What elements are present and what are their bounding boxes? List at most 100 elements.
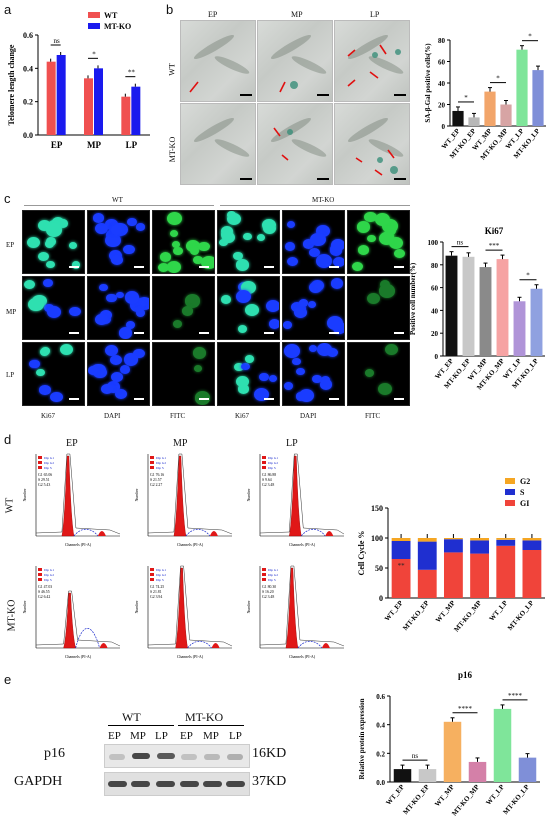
hist-y-label: Number: [22, 488, 27, 502]
hist-legend-swatch: [150, 461, 154, 464]
nucleus: [378, 383, 393, 396]
nucleus: [110, 254, 123, 265]
hist-value: G1 80.30: [262, 585, 276, 589]
fluor-tile-r2-c4: [217, 276, 280, 340]
y-tick-label: 20: [431, 330, 439, 338]
nucleus: [302, 239, 315, 249]
col-label-hist-ep: EP: [66, 438, 78, 449]
hist-legend-label: Dip G2: [156, 573, 166, 577]
scale-bar: [134, 398, 144, 400]
hist-legend-swatch: [38, 466, 42, 469]
hist-y-label: Number: [246, 600, 251, 614]
nucleus: [317, 343, 332, 357]
sig-label: ns: [412, 752, 419, 760]
bar-g2-wt-ep: [391, 538, 411, 541]
panel-label-e: e: [4, 672, 12, 687]
hist-grid: Dip G1 Dip G2 Dip S G1 65.06 S 29.51 G2 5.43 C…: [20, 450, 350, 665]
nucleus: [261, 218, 277, 231]
nucleus: [39, 385, 51, 396]
y-tick-label: 0.4: [23, 64, 33, 73]
col-label-ki67-1: Ki67: [41, 412, 55, 420]
y-axis-label: Cell Cycle %: [357, 531, 366, 576]
nucleus: [374, 212, 391, 227]
nucleus: [189, 247, 199, 256]
nucleus: [46, 223, 63, 237]
bar-gi-wt-ep: [391, 559, 411, 598]
nucleus: [193, 365, 202, 373]
bar-g2-wt-lp: [496, 538, 516, 540]
nucleus: [59, 343, 74, 356]
nucleus: [364, 369, 374, 377]
sig-label: *: [526, 272, 530, 280]
nucleus: [123, 244, 135, 255]
hist-legend-label: Dip G1: [268, 568, 278, 572]
nucleus: [133, 348, 145, 359]
nucleus: [44, 239, 55, 248]
nucleus: [219, 238, 228, 247]
row-label-ep: EP: [6, 241, 15, 249]
nucleus: [237, 384, 250, 394]
nucleus: [24, 280, 36, 290]
hist-legend-label: Dip S: [44, 578, 52, 582]
bar-wt-ep: [445, 255, 458, 356]
nucleus: [242, 232, 252, 241]
bar-wt-lp: [516, 49, 528, 126]
g1-peak: [289, 455, 302, 537]
nucleus: [37, 219, 51, 232]
y-axis-label: SA-β-Gal positive cells(%): [424, 43, 432, 123]
y-tick-label: 0.2: [376, 750, 385, 758]
col-label-hist-mp: MP: [173, 438, 188, 449]
band-p16-4: [181, 754, 197, 760]
nucleus: [393, 248, 406, 259]
nucleus: [298, 388, 315, 403]
band-p16-1: [109, 754, 125, 760]
lane-label-3: LP: [155, 730, 168, 742]
hist-value: G2 5.43: [38, 483, 50, 487]
legend-label-gi: GI: [520, 499, 529, 508]
bar-s-mt-ko-mp: [470, 540, 490, 554]
x-tick-label: WT_LP: [484, 783, 506, 807]
bar-mt-ko-lp: [518, 757, 537, 782]
panel-label-c: c: [4, 191, 11, 206]
y-tick-label: 60: [438, 59, 446, 67]
nucleus: [367, 235, 376, 243]
nucleus: [88, 366, 99, 376]
row-label-mp: MP: [6, 308, 17, 316]
hist-x-label: Channels (PI-A): [289, 654, 316, 659]
nucleus: [124, 353, 139, 366]
nucleus: [135, 309, 146, 318]
x-tick-label: EP: [51, 140, 63, 150]
g2-peak: [97, 531, 106, 536]
row-label-hist-wt: WT: [4, 497, 16, 514]
bar-mt-ko-mp: [496, 259, 509, 356]
nucleus: [166, 212, 182, 226]
nucleus: [226, 211, 236, 219]
nucleus: [316, 254, 332, 268]
group-label-wt: WT: [112, 196, 123, 204]
bar-mt-ko-mp: [500, 104, 512, 126]
nucleus: [235, 289, 251, 303]
nucleus: [110, 224, 123, 235]
nucleus: [169, 229, 179, 237]
sig-label: ****: [508, 692, 523, 700]
arrow-overlay: [189, 44, 406, 180]
bar-mp-wt: [84, 78, 93, 135]
hist-y-label: Number: [134, 488, 139, 502]
bar-gi-wt-mp: [443, 552, 463, 598]
nucleus: [186, 239, 201, 252]
y-tick-label: 50: [375, 564, 383, 573]
fluor-tile-r2-c2: [87, 276, 150, 340]
bar-gi-mt-ko-mp: [470, 553, 490, 598]
s-phase-curve: [187, 640, 212, 649]
chart-a: 0.0 0.2 0.4 0.6 Telomere length change EP ns MP…: [7, 11, 150, 150]
legend-swatch-g2: [505, 478, 515, 484]
y-axis-label: Positive cell number(%): [409, 262, 417, 335]
nucleus: [259, 372, 269, 381]
hist-x-label: Channels (PI-A): [65, 654, 92, 659]
y-axis-label: Relative protein expression: [358, 698, 366, 779]
nucleus: [386, 226, 397, 236]
nucleus: [106, 381, 120, 393]
nucleus: [106, 293, 117, 303]
